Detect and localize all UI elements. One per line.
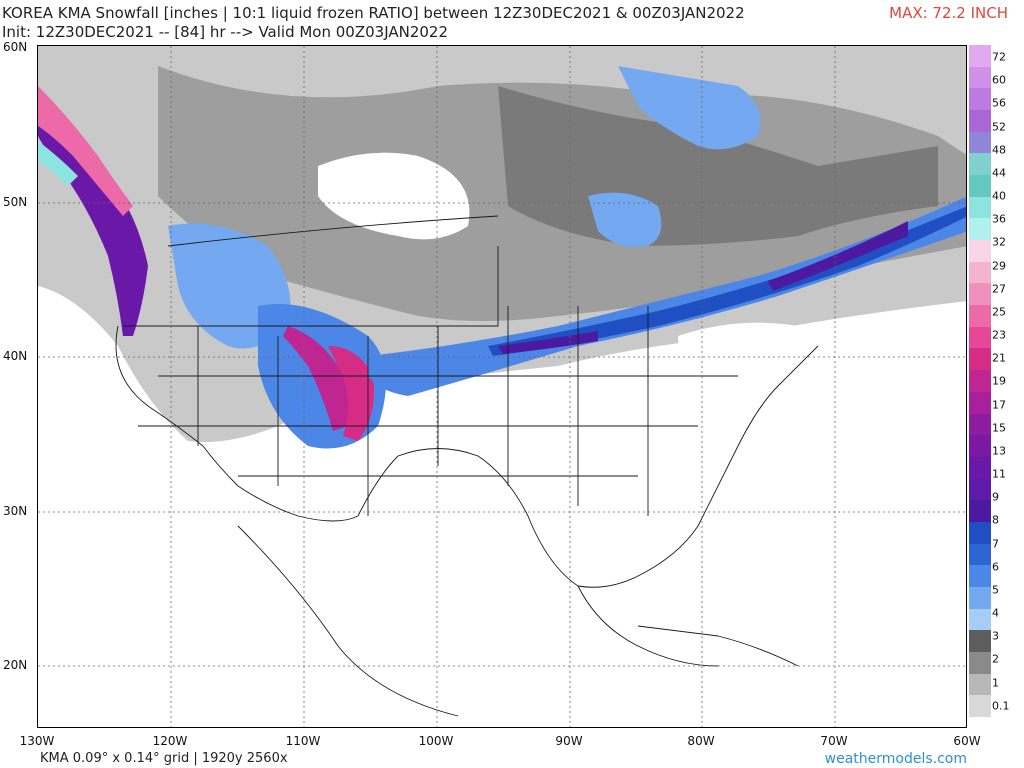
colorbar-swatch (969, 673, 991, 696)
grid-info: KMA 0.09° x 0.14° grid | 1920y 2560x (40, 751, 288, 766)
colorbar-swatch (969, 435, 991, 458)
bc-coast-peak-snow (38, 86, 133, 216)
colorbar-swatch (969, 478, 991, 501)
colorbar-level-label: 44 (992, 166, 1006, 180)
colorbar-swatch (969, 413, 991, 436)
clear-zone-east (678, 322, 825, 400)
lon-label-80w: 80W (687, 734, 715, 748)
map-subtitle: Init: 12Z30DEC2021 -- [84] hr --> Valid … (2, 23, 449, 41)
source-link[interactable]: weathermodels.com (824, 751, 967, 767)
colorbar-level-label: 27 (992, 282, 1006, 296)
colorbar-level-label: 21 (992, 351, 1006, 365)
colorbar-swatch (969, 565, 991, 588)
storm-track-max (498, 221, 908, 354)
colorbar-swatch (969, 630, 991, 653)
colorbar-swatch (969, 391, 991, 414)
great-lakes-snow (588, 192, 662, 247)
colorbar-swatch (969, 695, 991, 718)
colorbar-swatch (969, 153, 991, 176)
map-canvas (38, 46, 966, 727)
lat-label-60n: 60N (3, 40, 28, 54)
graticule (38, 46, 966, 727)
lon-label-130w: 130W (19, 734, 55, 748)
lon-label-70w: 70W (820, 734, 848, 748)
geographic-boundaries (115, 215, 819, 717)
colorbar-swatch (969, 110, 991, 133)
colorbar-level-label: 23 (992, 328, 1006, 342)
colorbar-swatch (969, 45, 991, 68)
colorbar-swatch (969, 543, 991, 566)
map-title: KOREA KMA Snowfall [inches | 10:1 liquid… (2, 4, 745, 22)
colorbar-level-label: 15 (992, 421, 1006, 435)
colorbar-swatch (969, 196, 991, 219)
colorbar-swatch (969, 370, 991, 393)
colorbar-level-label: 13 (992, 444, 1006, 458)
colorbar-level-label: 32 (992, 235, 1006, 249)
colorbar-level-label: 36 (992, 212, 1006, 226)
central-rockies-peaks (283, 326, 352, 431)
colorbar-level-label: 7 (992, 537, 999, 551)
colorbar-swatch (969, 500, 991, 523)
max-value-label: MAX: 72.2 INCH (889, 4, 1008, 22)
colorbar-swatch (969, 326, 991, 349)
colorbar-level-label: 3 (992, 629, 999, 643)
pacific-northwest-snow (38, 96, 148, 336)
colorbar-swatch (969, 131, 991, 154)
colorbar-swatch (969, 586, 991, 610)
colorbar-level-label: 17 (992, 398, 1006, 412)
snowfall-map (37, 45, 967, 728)
colorbar-level-label: 0.1 (992, 699, 1010, 713)
lon-label-120w: 120W (152, 734, 188, 748)
colorbar-level-label: 6 (992, 560, 999, 574)
lat-label-20n: 20N (3, 658, 28, 672)
colorbar-level-label: 4 (992, 606, 999, 620)
lon-label-90w: 90W (555, 734, 583, 748)
lon-label-110w: 110W (285, 734, 321, 748)
lat-label-50n: 50N (3, 195, 28, 209)
colorbar-swatch (969, 456, 991, 480)
lat-label-30n: 30N (3, 504, 28, 518)
colorbar-swatch (969, 175, 991, 198)
colorbar-level-label: 29 (992, 259, 1006, 273)
colorbar-level-label: 52 (992, 120, 1006, 134)
colorbar-swatch (969, 88, 991, 111)
clear-zone-prairies (318, 152, 470, 240)
colorbar-swatch (969, 283, 991, 306)
colorbar-level-label: 72 (992, 50, 1006, 64)
colorbar-swatch (969, 218, 991, 241)
bc-coast-extreme (38, 141, 78, 186)
colorbar-level-label: 25 (992, 305, 1006, 319)
colorbar-level-label: 48 (992, 143, 1006, 157)
colorbar-level-label: 1 (992, 676, 999, 690)
colorbar-swatch (969, 521, 991, 545)
colorbar-swatch (969, 66, 991, 89)
colorbar-swatch (969, 240, 991, 263)
colorbar-level-label: 5 (992, 583, 999, 597)
colorbar-level-label: 2 (992, 652, 999, 666)
colorbar-level-label: 9 (992, 490, 999, 504)
colorado-peaks (328, 346, 374, 441)
colorbar-level-label: 19 (992, 374, 1006, 388)
colorbar-swatch (969, 305, 991, 328)
colorbar-swatch (969, 348, 991, 371)
colorbar-swatch (969, 261, 991, 284)
quebec-snow (618, 66, 761, 150)
colorbar-swatch (969, 651, 991, 675)
lon-label-60w: 60W (953, 734, 981, 748)
header: KOREA KMA Snowfall [inches | 10:1 liquid… (0, 0, 1024, 44)
colorbar-level-label: 56 (992, 96, 1006, 110)
colorbar-level-label: 8 (992, 513, 999, 527)
colorbar-swatch (969, 608, 991, 631)
colorbar-level-label: 40 (992, 189, 1006, 203)
snowfall-colorbar (969, 45, 991, 718)
lon-label-100w: 100W (418, 734, 454, 748)
lat-label-40n: 40N (3, 349, 28, 363)
colorbar-level-label: 11 (992, 467, 1006, 481)
colorbar-level-label: 60 (992, 73, 1006, 87)
